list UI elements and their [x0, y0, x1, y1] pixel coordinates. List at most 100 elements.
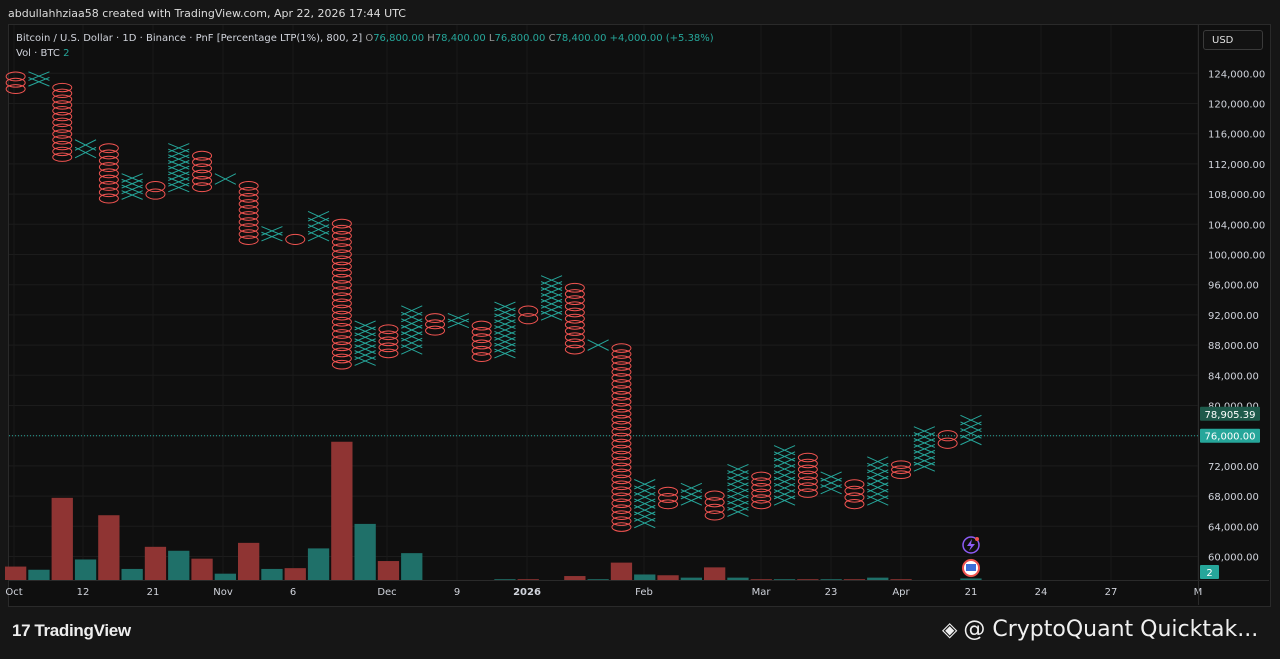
x-tick-label: Nov — [213, 587, 233, 598]
o-box — [844, 479, 865, 490]
x-column — [307, 211, 330, 242]
o-box — [238, 193, 259, 203]
x-column — [960, 414, 982, 446]
o-box — [238, 199, 259, 209]
o-box — [611, 450, 632, 461]
x-box — [680, 495, 703, 506]
o-box — [331, 310, 352, 321]
o-box — [564, 332, 585, 343]
o-box — [192, 157, 213, 167]
o-box — [564, 338, 585, 349]
chart-panel[interactable] — [8, 24, 1271, 607]
currency-button[interactable]: USD — [1203, 30, 1263, 50]
x-column — [121, 173, 143, 200]
volume-bar — [98, 515, 120, 580]
grid — [9, 25, 1199, 580]
o-box — [611, 504, 632, 514]
o-box — [238, 211, 259, 221]
symbol-legend: Bitcoin / U.S. Dollar · 1D · Binance · P… — [16, 33, 714, 44]
o-box — [192, 150, 213, 161]
x-box — [634, 517, 656, 529]
volume-bar — [168, 550, 190, 580]
o-box — [238, 235, 259, 245]
x-column — [773, 445, 796, 506]
o-box — [238, 229, 259, 239]
o-box — [331, 292, 352, 303]
o-box — [704, 490, 725, 501]
o-box — [331, 280, 352, 290]
open-value: 76,800.00 — [373, 33, 425, 44]
o-box — [704, 510, 725, 521]
o-box — [611, 510, 632, 520]
volume-bar — [960, 578, 982, 580]
y-tick-label: 64,000.00 — [1208, 522, 1259, 533]
o-box — [891, 465, 912, 474]
o-box — [611, 420, 632, 431]
axes: 124,000.00 120,000.00 116,000.00 112,000.00… — [5, 25, 1269, 605]
volume-bar — [377, 561, 400, 580]
tradingview-logo: 17 TradingView — [12, 621, 131, 641]
o-box — [331, 224, 352, 235]
o-box — [751, 488, 772, 498]
o-box — [751, 499, 772, 510]
volume-bar — [564, 576, 586, 580]
volume-label: Vol · BTC — [16, 48, 60, 59]
volume-bars — [5, 441, 982, 580]
o-column — [5, 71, 26, 94]
o-box — [378, 348, 399, 359]
o-column — [145, 180, 166, 200]
o-box — [331, 335, 352, 346]
o-box — [611, 522, 632, 532]
o-column — [425, 313, 446, 336]
x-column — [913, 426, 936, 472]
o-box — [611, 367, 632, 377]
o-box — [52, 129, 73, 139]
o-box — [238, 187, 259, 197]
x-box — [214, 173, 237, 185]
o-box — [518, 313, 539, 325]
o-box — [611, 402, 632, 413]
x-box — [74, 146, 97, 159]
o-column — [611, 343, 632, 532]
volume-legend: Vol · BTC 2 — [16, 48, 69, 59]
x-tick-label: Dec — [377, 587, 396, 598]
o-box — [378, 330, 399, 341]
o-column — [564, 282, 585, 355]
x-box — [401, 344, 423, 355]
o-column — [518, 305, 539, 325]
y-tick-label: 72,000.00 — [1208, 462, 1259, 473]
low-value: 76,800.00 — [494, 33, 546, 44]
o-box — [564, 326, 585, 336]
x-tick-label: 9 — [454, 587, 460, 598]
o-box — [331, 323, 352, 333]
x-column — [214, 173, 237, 185]
o-column — [238, 180, 259, 245]
o-box — [611, 432, 632, 443]
x-tick-label: 24 — [1035, 587, 1048, 598]
x-tick-label: 21 — [965, 587, 978, 598]
o-column — [704, 490, 725, 521]
x-column — [540, 275, 563, 321]
x-tick-label: Oct — [5, 587, 22, 598]
volume-bar — [144, 546, 167, 580]
pnf-columns — [5, 71, 982, 532]
x-tick-label: 21 — [147, 587, 160, 598]
o-column — [52, 82, 73, 162]
o-column — [192, 150, 213, 193]
volume-bar — [307, 548, 330, 580]
o-box — [192, 175, 213, 186]
o-box — [52, 82, 73, 93]
o-box — [52, 106, 73, 116]
event-icon — [962, 536, 980, 554]
o-box — [98, 174, 119, 185]
o-box — [5, 84, 26, 94]
volume-bar — [331, 441, 353, 580]
o-box — [611, 349, 632, 359]
o-box — [331, 359, 352, 370]
volume-bar — [750, 579, 772, 580]
o-box — [471, 339, 492, 350]
o-box — [797, 452, 818, 463]
high-value: 78,400.00 — [434, 33, 486, 44]
o-box — [52, 117, 73, 128]
